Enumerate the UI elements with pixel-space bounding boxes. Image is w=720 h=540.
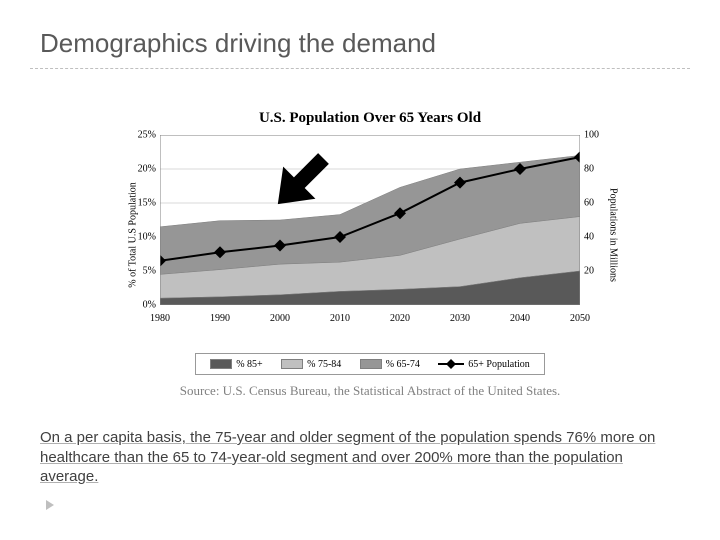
legend-swatch [281,359,303,369]
legend-line-icon [438,358,464,370]
y1-tick: 5% [122,266,156,277]
y2-tick: 80 [584,164,618,175]
y2-tick: 40 [584,232,618,243]
chart-title: U.S. Population Over 65 Years Old [110,110,630,127]
legend-swatch [210,359,232,369]
x-tick: 2000 [270,313,290,324]
legend: % 85+ % 75-84 % 65-74 65+ Population [195,353,545,375]
y2-tick: 60 [584,198,618,209]
x-tick: 2040 [510,313,530,324]
x-tick: 1980 [150,313,170,324]
legend-label: 65+ Population [468,359,529,370]
legend-item: % 65-74 [360,359,420,370]
slide-marker-icon [46,500,54,510]
legend-label: % 85+ [236,359,262,370]
legend-item: 65+ Population [438,358,529,370]
body-paragraph: On a per capita basis, the 75-year and o… [40,428,680,487]
slide-title: Demographics driving the demand [40,28,436,59]
y2-tick: 20 [584,266,618,277]
y1-tick: 0% [122,300,156,311]
x-tick: 2010 [330,313,350,324]
chart-container: U.S. Population Over 65 Years Old % of T… [110,110,630,400]
title-divider [30,68,690,69]
y1-ticks: 0%5%10%15%20%25% [122,135,156,305]
x-ticks: 19801990200020102020203020402050 [160,313,580,327]
x-tick: 1990 [210,313,230,324]
x-tick: 2020 [390,313,410,324]
y1-tick: 25% [122,130,156,141]
chart-source: Source: U.S. Census Bureau, the Statisti… [110,383,630,399]
x-tick: 2050 [570,313,590,324]
x-tick: 2030 [450,313,470,324]
chart-svg [160,135,580,305]
legend-item: % 85+ [210,359,262,370]
legend-label: % 75-84 [307,359,341,370]
y1-tick: 20% [122,164,156,175]
y2-ticks: 20406080100 [584,135,618,305]
plot-area: % of Total U.S Population Populations in… [110,135,630,335]
y1-tick: 10% [122,232,156,243]
legend-label: % 65-74 [386,359,420,370]
legend-swatch [360,359,382,369]
y1-tick: 15% [122,198,156,209]
legend-item: % 75-84 [281,359,341,370]
y2-tick: 100 [584,130,618,141]
